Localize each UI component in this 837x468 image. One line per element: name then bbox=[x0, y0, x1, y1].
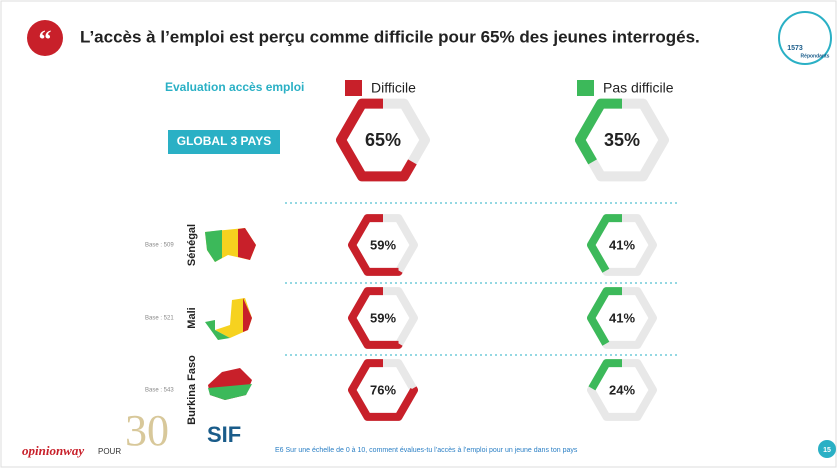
base-label: Base : 509 bbox=[145, 243, 174, 249]
base-label: Base : 521 bbox=[145, 316, 174, 322]
legend-label: Pas difficile bbox=[603, 80, 674, 96]
respondents-badge bbox=[778, 11, 832, 65]
row-label: Burkina Faso bbox=[186, 355, 198, 425]
value-label: 41% bbox=[609, 310, 635, 325]
value-label: 76% bbox=[370, 382, 396, 397]
gauge-value bbox=[348, 359, 418, 421]
row-label: Mali bbox=[186, 307, 198, 328]
global-box bbox=[168, 130, 280, 154]
brand: opinionway bbox=[22, 443, 84, 458]
subtitle: Evaluation accès emploi bbox=[165, 80, 304, 94]
value-label: 65% bbox=[365, 130, 401, 150]
map-mali-part bbox=[205, 320, 230, 340]
map-mali bbox=[215, 298, 252, 338]
respondents: 1573 bbox=[787, 45, 803, 52]
legend-swatch bbox=[577, 80, 594, 96]
row-label: Sénégal bbox=[186, 224, 198, 266]
gauge-value bbox=[348, 287, 418, 349]
value-label: 59% bbox=[370, 237, 396, 252]
gauge-value bbox=[587, 359, 657, 421]
quote-mark: “ bbox=[39, 25, 52, 54]
base-label: Base : 543 bbox=[145, 388, 174, 394]
gauge-value bbox=[587, 214, 657, 276]
gauge-value bbox=[336, 98, 430, 182]
gauge-value bbox=[575, 98, 669, 182]
map-mali-part bbox=[243, 298, 252, 332]
logo-text: SIF bbox=[207, 422, 241, 447]
page-badge bbox=[818, 440, 836, 458]
legend-swatch bbox=[345, 80, 362, 96]
map-senegal-part bbox=[205, 230, 222, 262]
quote-icon bbox=[27, 20, 63, 56]
for: POUR bbox=[98, 447, 121, 456]
map-burkina-part bbox=[208, 384, 252, 400]
value-label: 41% bbox=[609, 237, 635, 252]
legend-label: Difficile bbox=[371, 80, 416, 96]
logo-number: 30 bbox=[125, 406, 169, 455]
question: E6 Sur une échelle de 0 à 10, comment év… bbox=[275, 447, 578, 454]
value-label: 24% bbox=[609, 382, 635, 397]
page-number: 15 bbox=[823, 447, 831, 454]
gauge-value bbox=[587, 287, 657, 349]
map-senegal-part bbox=[238, 228, 256, 260]
value-label: 59% bbox=[370, 310, 396, 325]
row-label: GLOBAL 3 PAYS bbox=[177, 134, 271, 148]
gauge-value bbox=[348, 214, 418, 276]
respondents-label: Répondants bbox=[801, 53, 830, 59]
title: L’accès à l’emploi est perçu comme diffi… bbox=[80, 27, 700, 46]
value-label: 35% bbox=[604, 130, 640, 150]
